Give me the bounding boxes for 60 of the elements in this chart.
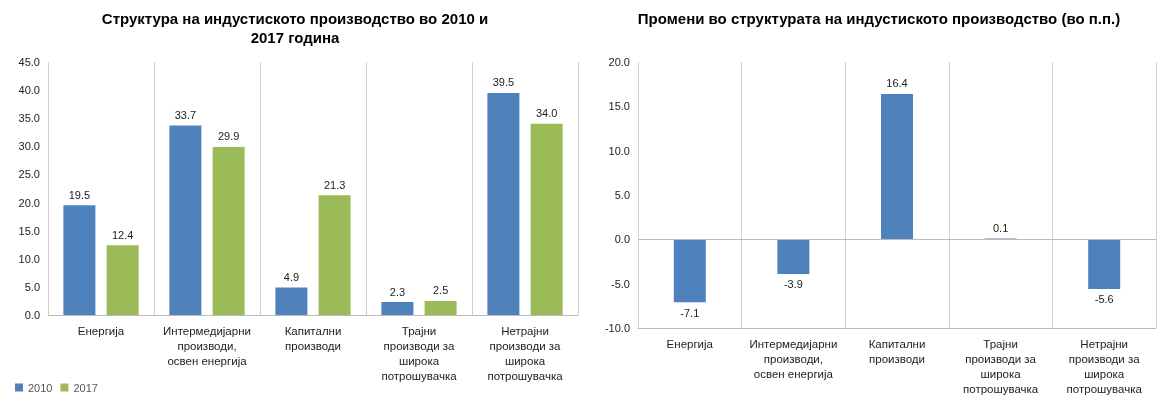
y-tick-label: 0.0 <box>614 233 630 246</box>
x-tick-label: Енергија <box>666 337 714 350</box>
x-tick-label: Интермедијарни производи, освен енергија <box>163 324 251 367</box>
x-tick-label: Нетрајни производи за широка потрошувачка <box>1066 337 1143 395</box>
y-tick-label: 25.0 <box>18 168 40 181</box>
bar <box>487 92 520 315</box>
bar <box>881 93 913 240</box>
bar <box>1088 239 1121 289</box>
y-tick-label: 45.0 <box>18 56 40 68</box>
chart-title: Промени во структурата на индустиското производство (во п.п.) <box>637 10 1121 27</box>
data-label: 4.9 <box>283 270 300 283</box>
y-tick-label: 0.0 <box>24 309 40 321</box>
y-tick-label: 15.0 <box>18 224 40 237</box>
data-label: 0.1 <box>992 221 1009 234</box>
data-label: 21.3 <box>323 178 346 191</box>
bar <box>169 125 202 315</box>
data-label: 2.3 <box>389 285 406 298</box>
bar <box>318 195 351 315</box>
y-tick-label: 20.0 <box>18 196 40 209</box>
y-tick-label: -10.0 <box>604 322 630 334</box>
bar <box>530 123 563 315</box>
x-tick-label: Трајни производи за широка потрошувачка <box>381 324 458 382</box>
y-tick-label: 10.0 <box>608 144 630 157</box>
bar <box>424 300 457 315</box>
data-label: 39.5 <box>492 76 515 89</box>
legend-label: 2017 <box>73 381 98 394</box>
x-tick-label: Енергија <box>77 324 125 337</box>
data-label: 12.4 <box>111 228 134 241</box>
y-tick-label: 10.0 <box>18 252 40 265</box>
bar <box>381 302 414 315</box>
data-label: -3.9 <box>783 278 803 291</box>
y-tick-label: 40.0 <box>18 84 40 97</box>
y-tick-label: 20.0 <box>608 56 630 68</box>
bar <box>212 146 245 315</box>
data-label: -7.1 <box>680 306 700 319</box>
bar <box>673 239 706 303</box>
x-tick-label: Капитални производи <box>284 324 342 352</box>
y-tick-label: 35.0 <box>18 112 40 125</box>
data-label: 33.7 <box>174 109 197 122</box>
y-tick-label: 30.0 <box>18 140 40 153</box>
legend-label: 2010 <box>28 381 53 394</box>
x-tick-label: Интермедијарни производи, освен енергија <box>749 337 838 380</box>
data-label: 2.5 <box>432 284 449 297</box>
bar <box>63 205 96 315</box>
bar <box>777 239 810 274</box>
y-tick-label: 5.0 <box>614 189 630 201</box>
bar <box>106 245 139 315</box>
data-label: 34.0 <box>535 107 558 120</box>
y-tick-label: 5.0 <box>24 280 40 293</box>
x-tick-label: Трајни производи за широка потрошувачка <box>963 337 1039 395</box>
data-label: -5.6 <box>1094 293 1114 306</box>
y-tick-label: -5.0 <box>611 277 630 290</box>
data-label: 29.9 <box>217 130 240 143</box>
chart-title: Структура на индустиското производство во 2010 и 2017 година <box>101 10 489 46</box>
data-label: 16.4 <box>886 77 908 90</box>
x-tick-label: Нетрајни производи за широка потрошувачка <box>487 324 564 382</box>
bar <box>275 287 308 315</box>
data-label: 19.5 <box>68 188 91 201</box>
x-tick-label: Капитални производи <box>868 337 926 365</box>
y-tick-label: 15.0 <box>608 100 630 113</box>
